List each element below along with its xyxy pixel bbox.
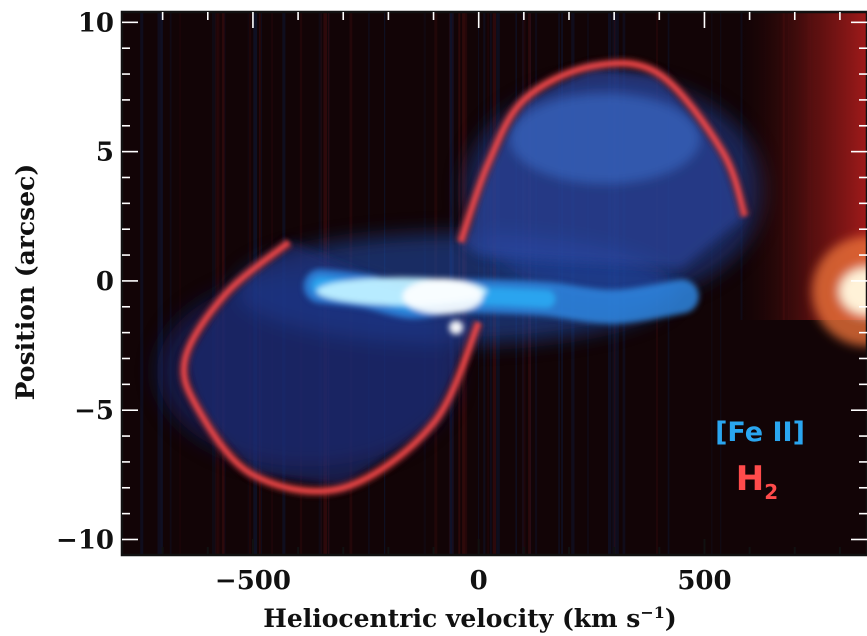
core-knot	[449, 320, 464, 335]
legend-h2-label: H2	[736, 459, 778, 504]
x-tick-label: −500	[215, 566, 291, 596]
feii-core	[303, 269, 699, 335]
x-tick-label: 0	[470, 566, 488, 596]
streak	[221, 12, 225, 555]
streak	[179, 12, 181, 555]
streak	[216, 12, 221, 555]
y-tick-label: 5	[96, 138, 114, 168]
y-tick-labels: 10 5 0 −5 −10	[56, 8, 114, 555]
image-layer	[140, 12, 867, 555]
streak	[711, 12, 713, 555]
upper-lobe-bright	[510, 93, 701, 184]
y-tick-label: 10	[78, 8, 114, 38]
right-edge-dark-patch	[740, 320, 867, 555]
streak	[157, 12, 161, 555]
x-tick-label: 500	[677, 566, 731, 596]
streak	[140, 12, 144, 555]
legend: [Fe II] H2	[715, 417, 805, 504]
y-axis-title: Position (arcsec)	[11, 164, 40, 400]
core-brightest	[402, 278, 483, 315]
y-tick-label: −5	[74, 396, 114, 426]
streak	[160, 12, 163, 555]
h2-shells	[177, 57, 751, 498]
streak	[212, 12, 216, 555]
upper-shell	[458, 60, 748, 243]
streak	[169, 12, 172, 555]
plot-frame	[120, 10, 867, 557]
streak	[720, 12, 722, 555]
legend-feii-label: [Fe II]	[715, 417, 805, 448]
source-core	[839, 267, 867, 316]
lower-shell	[181, 240, 481, 494]
right-edge-source	[812, 236, 867, 347]
x-tick-labels: −500 0 500	[215, 566, 732, 596]
y-tick-label: 0	[96, 267, 114, 297]
streak	[215, 12, 219, 555]
y-tick-label: −10	[56, 525, 114, 555]
axis-ticks	[122, 12, 867, 555]
x-axis-title: Heliocentric velocity (km s−1)	[263, 603, 677, 634]
